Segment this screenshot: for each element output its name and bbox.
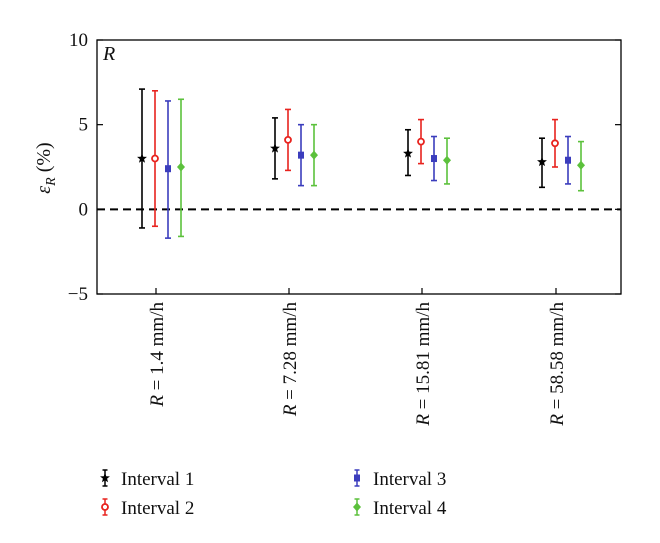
series-3 (165, 100, 571, 239)
data-point (151, 154, 159, 163)
data-point (284, 136, 292, 144)
y-tick-label: 5 (79, 115, 89, 136)
plot-frame (96, 39, 622, 295)
data-point (298, 151, 304, 159)
legend-label: Interval 4 (373, 498, 447, 519)
x-axis-category-labels: R = 1.4 mm/h R = 7.28 mm/h R = 15.81 mm/h R… (147, 288, 568, 427)
x-category-label: R = 7.28 mm/h (280, 302, 301, 418)
series-2 (151, 90, 559, 228)
legend-marker (354, 474, 360, 482)
data-point (270, 143, 280, 153)
data-point (137, 153, 147, 163)
x-category-label: R = 1.4 mm/h (147, 302, 168, 408)
data-point (403, 148, 413, 158)
legend-entry: Interval 1 (100, 469, 194, 490)
series-1 (137, 88, 547, 229)
panel-label: R (102, 43, 115, 65)
legend-marker (353, 502, 361, 512)
legend-entry: Interval 3 (354, 469, 446, 490)
plot-area: R (96, 39, 622, 295)
series-4 (177, 98, 585, 238)
x-category-label: R = 15.81 mm/h (413, 302, 434, 427)
legend-marker (101, 503, 109, 511)
y-axis-label: εR (%) (33, 142, 59, 193)
legend-entry: Interval 4 (353, 498, 447, 519)
y-tick-label: −5 (68, 284, 88, 305)
data-point (443, 155, 451, 165)
y-tick-label: 0 (79, 199, 89, 220)
y-axis-title: εR (%) (33, 142, 59, 193)
data-point (310, 150, 318, 160)
legend-label: Interval 3 (373, 469, 446, 490)
data-point (165, 165, 171, 173)
legend: Interval 1 Interval 2 Interval 3 Interval 4 (100, 469, 447, 519)
legend-label: Interval 1 (121, 469, 194, 490)
legend-marker (100, 472, 110, 483)
data-point (577, 160, 585, 170)
y-axis-ticks: 10 5 0 −5 (68, 30, 621, 305)
data-point (417, 137, 425, 146)
legend-label: Interval 2 (121, 498, 194, 519)
data-point (551, 139, 559, 148)
data-point (431, 155, 437, 163)
error-bar-series (137, 88, 585, 239)
data-point (537, 156, 547, 167)
legend-entry: Interval 2 (101, 498, 194, 519)
x-category-label: R = 58.58 mm/h (547, 302, 568, 427)
data-point (565, 156, 571, 164)
data-point (177, 162, 185, 172)
y-tick-label: 10 (69, 30, 88, 51)
